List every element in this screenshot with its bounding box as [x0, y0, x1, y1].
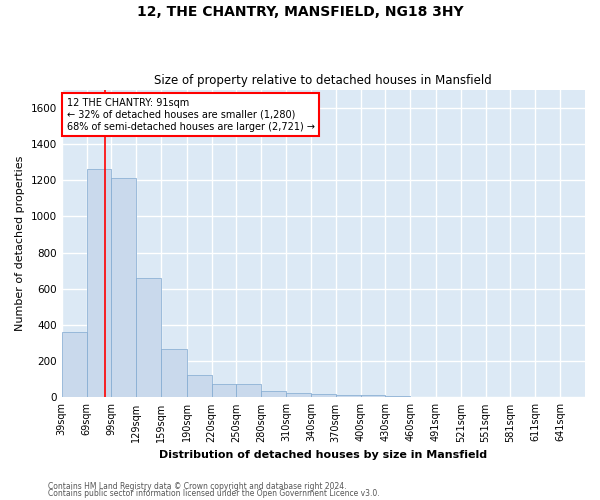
Bar — [236, 384, 261, 398]
Y-axis label: Number of detached properties: Number of detached properties — [15, 156, 25, 331]
Text: Contains HM Land Registry data © Crown copyright and database right 2024.: Contains HM Land Registry data © Crown c… — [48, 482, 347, 491]
Text: 12 THE CHANTRY: 91sqm
← 32% of detached houses are smaller (1,280)
68% of semi-d: 12 THE CHANTRY: 91sqm ← 32% of detached … — [67, 98, 314, 132]
Text: 12, THE CHANTRY, MANSFIELD, NG18 3HY: 12, THE CHANTRY, MANSFIELD, NG18 3HY — [137, 5, 463, 19]
Title: Size of property relative to detached houses in Mansfield: Size of property relative to detached ho… — [154, 74, 492, 87]
X-axis label: Distribution of detached houses by size in Mansfield: Distribution of detached houses by size … — [159, 450, 487, 460]
Bar — [336, 394, 361, 398]
Bar — [212, 384, 236, 398]
Bar — [385, 396, 410, 398]
Bar — [187, 375, 212, 398]
Bar — [112, 178, 136, 398]
Bar — [311, 394, 336, 398]
Bar — [62, 332, 86, 398]
Bar — [361, 394, 385, 398]
Bar — [86, 169, 112, 398]
Bar — [261, 391, 286, 398]
Text: Contains public sector information licensed under the Open Government Licence v3: Contains public sector information licen… — [48, 489, 380, 498]
Bar — [161, 350, 187, 398]
Bar — [136, 278, 161, 398]
Bar — [286, 393, 311, 398]
